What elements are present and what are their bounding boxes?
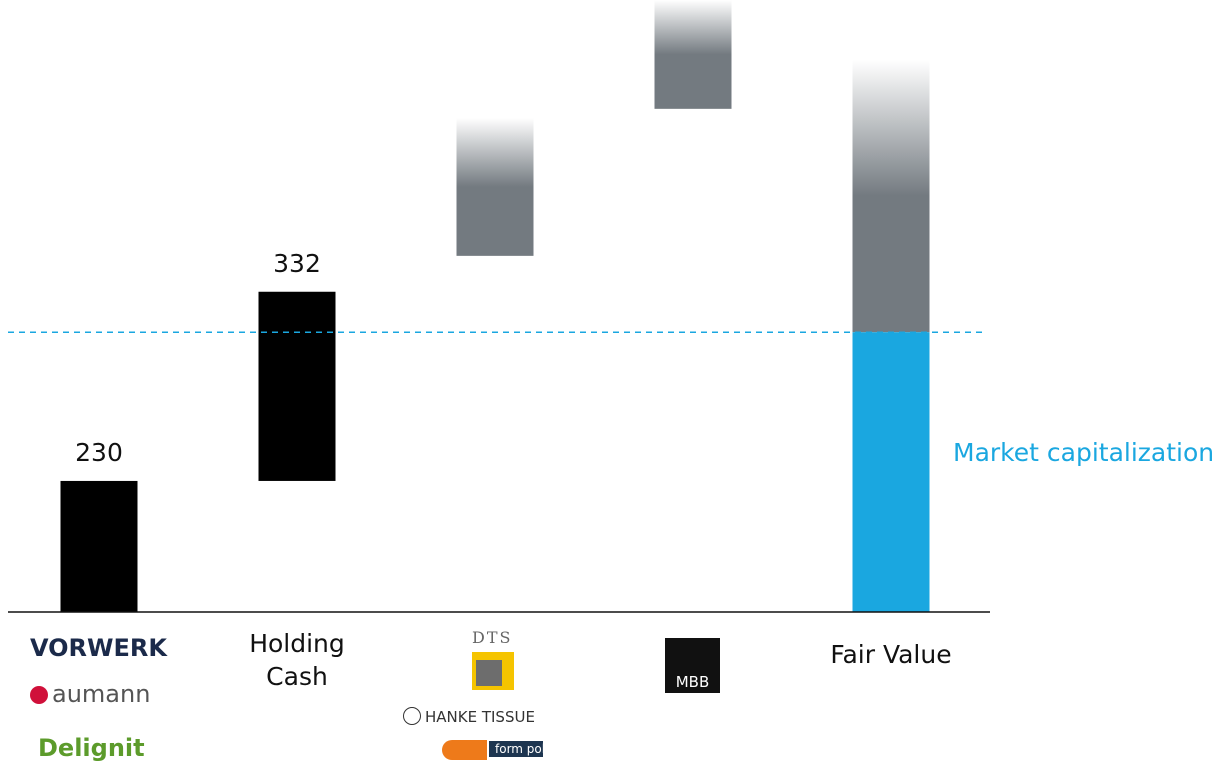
market-cap-bar bbox=[852, 332, 930, 612]
market-cap-label: Market capitalization bbox=[953, 438, 1214, 467]
range-bar bbox=[456, 117, 534, 256]
logo-shape bbox=[403, 707, 421, 725]
logo-text: DTS bbox=[472, 628, 513, 647]
logo-text: MBB bbox=[665, 638, 720, 693]
logo-text: VORWERK bbox=[30, 634, 167, 662]
logo-shape bbox=[442, 740, 487, 760]
logo-text: form polster bbox=[489, 741, 568, 757]
bar bbox=[258, 291, 336, 481]
range-bar bbox=[654, 0, 732, 109]
logo-shape bbox=[30, 686, 48, 704]
value-label: 332 bbox=[273, 249, 321, 278]
range-bar bbox=[852, 59, 930, 333]
logo-text: Delignit bbox=[38, 734, 145, 762]
x-tick-label: Fair Value bbox=[830, 640, 952, 669]
logo-text: HANKE TISSUE bbox=[425, 708, 535, 726]
value-label: 230 bbox=[75, 438, 123, 467]
logo-text: aumann bbox=[52, 680, 151, 708]
logo-shape bbox=[476, 660, 502, 686]
bar bbox=[60, 480, 138, 612]
x-tick-label: Holding Cash bbox=[249, 629, 345, 691]
